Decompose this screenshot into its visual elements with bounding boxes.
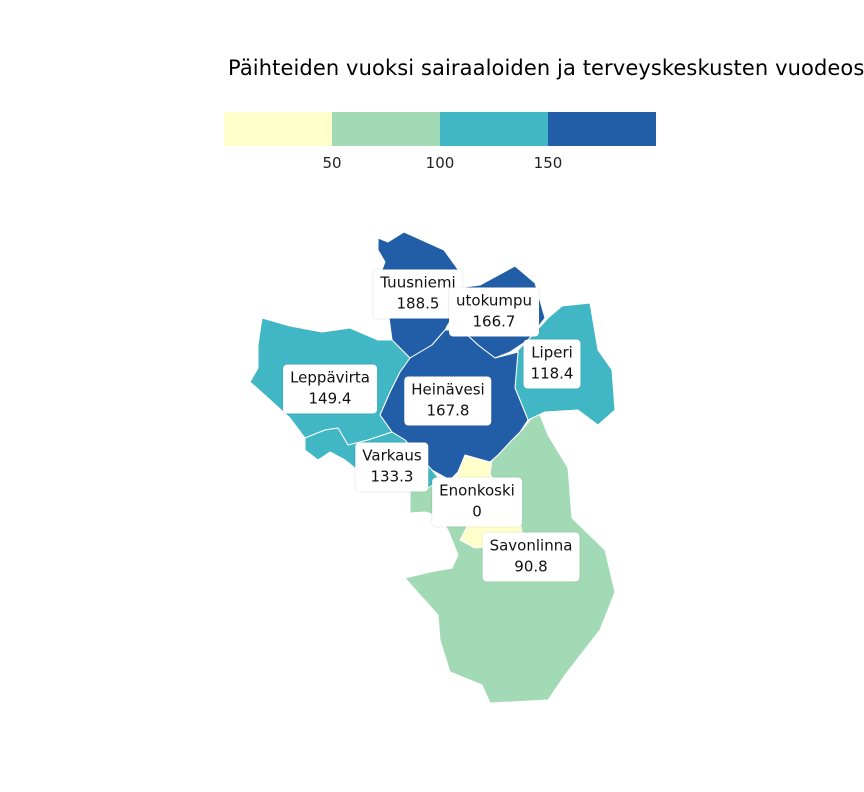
legend-swatch-4: [548, 112, 656, 146]
region-label-heinavesi: Heinävesi 167.8: [404, 376, 492, 426]
legend-tick-50: 50: [322, 154, 342, 172]
region-label-liperi: Liperi 118.4: [523, 339, 581, 389]
region-label-varkaus: Varkaus 133.3: [355, 442, 429, 492]
legend-swatch-1: [224, 112, 332, 146]
region-label-savonlinna: Savonlinna 90.8: [482, 532, 580, 582]
legend-swatch-2: [332, 112, 440, 146]
region-label-leppavirta: Leppävirta 149.4: [283, 364, 377, 414]
region-label-outokumpu: utokumpu 166.7: [449, 287, 539, 337]
legend-tick-150: 150: [533, 154, 563, 172]
map-title: Päihteiden vuoksi sairaaloiden ja tervey…: [228, 56, 864, 80]
color-legend: [224, 112, 656, 146]
region-label-enonkoski: Enonkoski 0: [432, 477, 522, 527]
region-label-tuusniemi: Tuusniemi 188.5: [373, 269, 463, 319]
legend-tick-100: 100: [425, 154, 455, 172]
legend-swatch-3: [440, 112, 548, 146]
